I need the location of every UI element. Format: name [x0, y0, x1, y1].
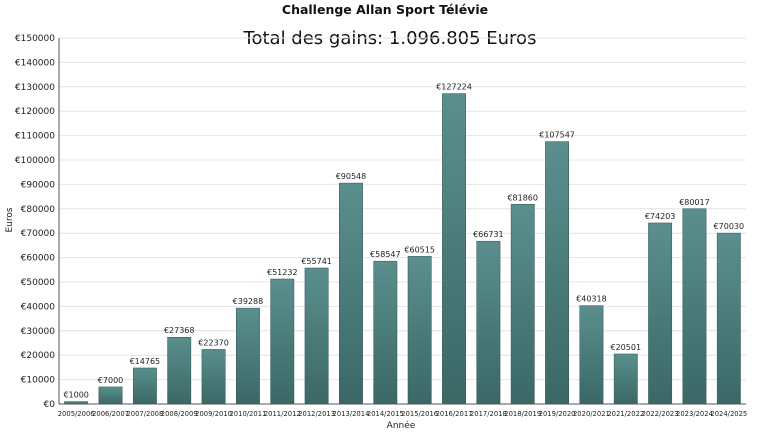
data-label: €51232 [267, 268, 298, 277]
x-axis-ticks: 2005/20062006/20072007/20082008/20092009… [58, 410, 748, 418]
data-label: €81860 [507, 193, 538, 202]
bar [132, 367, 157, 405]
data-label: €107547 [539, 131, 575, 140]
x-tick-label: 2020/2021 [573, 410, 610, 418]
data-label: €80017 [679, 198, 710, 207]
data-label: €1000 [63, 391, 88, 400]
bar [613, 353, 638, 405]
data-label: €7000 [98, 376, 123, 385]
y-tick-label: €130000 [15, 83, 55, 93]
data-label: €127224 [436, 83, 472, 92]
bar [235, 307, 260, 405]
bar [476, 240, 501, 405]
y-tick-label: €10000 [21, 376, 56, 386]
y-axis-label: Euros [5, 207, 15, 232]
bar [98, 386, 123, 405]
x-tick-label: 2024/2025 [710, 410, 747, 418]
x-tick-label: 2011/2012 [264, 410, 301, 418]
y-tick-label: €40000 [21, 302, 56, 312]
y-tick-label: €20000 [21, 351, 56, 361]
bar [716, 232, 741, 405]
y-tick-label: €110000 [15, 132, 55, 142]
y-tick-label: €140000 [15, 58, 55, 68]
x-tick-label: 2019/2020 [539, 410, 576, 418]
data-label: €22370 [198, 338, 229, 347]
x-tick-label: 2008/2009 [161, 410, 198, 418]
data-label: €27368 [164, 326, 195, 335]
bar [682, 208, 707, 405]
bar [167, 336, 192, 405]
bar [373, 260, 398, 405]
data-label: €74203 [645, 212, 676, 221]
x-tick-label: 2010/2011 [229, 410, 266, 418]
x-tick-label: 2017/2018 [470, 410, 507, 418]
y-tick-label: €50000 [21, 278, 56, 288]
data-label: €70030 [714, 222, 745, 231]
data-label: €39288 [233, 297, 264, 306]
y-tick-label: €80000 [21, 205, 56, 215]
bar [442, 93, 466, 405]
bar [270, 278, 295, 405]
chart-title: Challenge Allan Sport Télévie [282, 2, 488, 17]
data-label: €40318 [576, 295, 607, 304]
x-tick-label: 2016/2017 [436, 410, 473, 418]
x-tick-label: 2015/2016 [401, 410, 438, 418]
y-tick-label: €100000 [15, 156, 55, 166]
bar [579, 305, 604, 405]
x-tick-label: 2022/2023 [642, 410, 679, 418]
data-label: €60515 [404, 245, 435, 254]
x-tick-label: 2013/2014 [333, 410, 370, 418]
bar [339, 182, 363, 405]
data-label: €55741 [301, 257, 332, 266]
x-axis-label: Année [387, 420, 416, 430]
y-tick-label: €30000 [21, 327, 56, 337]
x-tick-label: 2023/2024 [676, 410, 713, 418]
x-tick-label: 2014/2015 [367, 410, 404, 418]
bar [407, 256, 432, 405]
y-tick-label: €90000 [21, 180, 56, 190]
bar [510, 204, 535, 405]
x-tick-label: 2012/2013 [298, 410, 335, 418]
x-tick-label: 2005/2006 [58, 410, 95, 418]
x-tick-label: 2006/2007 [92, 410, 129, 418]
bars [64, 93, 741, 405]
y-tick-label: €60000 [21, 254, 56, 264]
data-label: €20501 [611, 343, 642, 352]
data-label: €14765 [130, 357, 161, 366]
y-axis-ticks: €0 €10000 €20000 €30000 €40000 €50000 €60000 €7… [15, 34, 55, 410]
data-label: €58547 [370, 250, 401, 259]
bar [545, 141, 570, 405]
x-tick-label: 2007/2008 [126, 410, 163, 418]
data-labels: €1000 €7000 €14765 €27368€22370 €39288 €51232… [63, 83, 744, 400]
bar [648, 222, 673, 405]
bar [304, 267, 329, 405]
x-tick-label: 2009/2010 [195, 410, 232, 418]
y-tick-label: €120000 [15, 107, 55, 117]
bar [201, 349, 226, 405]
y-tick-label: €150000 [15, 34, 55, 44]
gridlines [59, 37, 746, 381]
data-label: €90548 [336, 172, 367, 181]
y-tick-label: €0 [44, 400, 56, 410]
x-tick-label: 2018/2019 [504, 410, 541, 418]
x-tick-label: 2021/2022 [607, 410, 644, 418]
y-tick-label: €70000 [21, 229, 56, 239]
data-label: €66731 [473, 230, 504, 239]
